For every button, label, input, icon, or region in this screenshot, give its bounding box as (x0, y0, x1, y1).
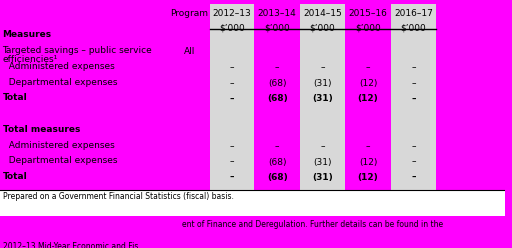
Text: 2014–15: 2014–15 (303, 9, 342, 18)
Text: –: – (411, 63, 416, 72)
Text: –: – (411, 173, 416, 182)
Text: –: – (366, 142, 370, 151)
Text: $’000: $’000 (355, 24, 381, 33)
Bar (0, 218, 182, 237)
Text: 2016–17: 2016–17 (394, 9, 433, 18)
Text: $’000: $’000 (264, 24, 290, 33)
Bar (0, 190, 505, 216)
Text: (31): (31) (313, 157, 332, 167)
Text: 2012–13 Mid-Year Economic and Fis: 2012–13 Mid-Year Economic and Fis (3, 242, 138, 248)
Text: 2013–14: 2013–14 (258, 9, 296, 18)
Text: –: – (366, 63, 370, 72)
Text: (31): (31) (313, 79, 332, 88)
Bar (0, 4, 209, 191)
Text: –: – (229, 63, 234, 72)
Bar (209, 4, 254, 191)
Text: Measures: Measures (3, 30, 52, 39)
Text: Administered expenses: Administered expenses (3, 141, 114, 150)
Text: (12): (12) (359, 79, 377, 88)
Text: –: – (321, 63, 325, 72)
Text: $’000: $’000 (219, 24, 245, 33)
Text: –: – (229, 173, 234, 182)
Text: –: – (411, 94, 416, 103)
Text: Total: Total (3, 172, 27, 181)
Text: 2012–13: 2012–13 (212, 9, 251, 18)
Text: –: – (275, 142, 280, 151)
Text: (68): (68) (268, 79, 286, 88)
Text: –: – (229, 79, 234, 88)
Text: –: – (411, 157, 416, 167)
Text: –: – (275, 63, 280, 72)
Text: Total measures: Total measures (3, 125, 80, 134)
Text: –: – (411, 79, 416, 88)
Bar (187, 240, 505, 248)
Text: –: – (229, 142, 234, 151)
Text: (68): (68) (267, 173, 288, 182)
Text: $’000: $’000 (400, 24, 426, 33)
Text: 2015–16: 2015–16 (349, 9, 388, 18)
Bar (391, 4, 436, 191)
Text: Administered expenses: Administered expenses (3, 62, 114, 71)
Text: –: – (321, 142, 325, 151)
Text: (68): (68) (268, 157, 286, 167)
Text: (12): (12) (358, 94, 378, 103)
Text: (31): (31) (312, 94, 333, 103)
Text: –: – (229, 94, 234, 103)
Bar (255, 4, 300, 191)
Text: Program: Program (170, 9, 208, 18)
Bar (346, 4, 390, 191)
Text: (12): (12) (359, 157, 377, 167)
Text: efficiencies¹: efficiencies¹ (3, 55, 58, 64)
Text: Prepared on a Government Financial Statistics (fiscal) basis.: Prepared on a Government Financial Stati… (3, 192, 233, 201)
Text: Departmental expenses: Departmental expenses (3, 156, 117, 165)
Text: Departmental expenses: Departmental expenses (3, 78, 117, 87)
Text: (12): (12) (358, 173, 378, 182)
Text: (31): (31) (312, 173, 333, 182)
Text: All: All (184, 47, 195, 56)
Text: ent of Finance and Deregulation. Further details can be found in the: ent of Finance and Deregulation. Further… (182, 220, 443, 229)
Text: Total: Total (3, 93, 27, 102)
Text: –: – (229, 157, 234, 167)
Text: Targeted savings – public service: Targeted savings – public service (3, 46, 152, 55)
Text: $’000: $’000 (310, 24, 335, 33)
Text: –: – (411, 142, 416, 151)
Text: (68): (68) (267, 94, 288, 103)
Bar (301, 4, 345, 191)
